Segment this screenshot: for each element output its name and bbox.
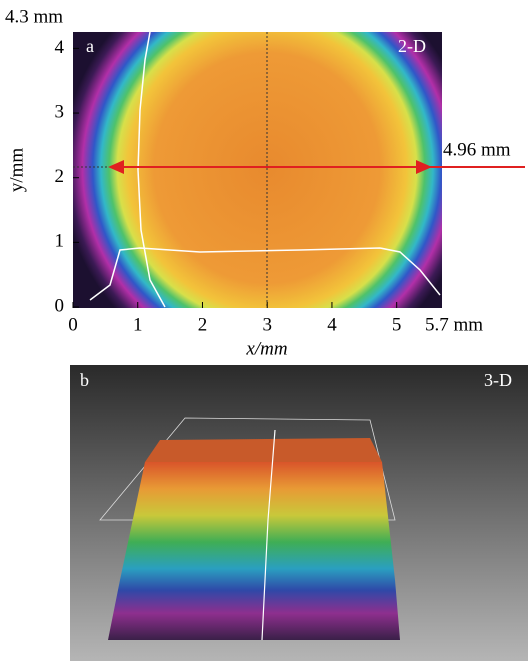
side-face <box>108 462 400 640</box>
y-tick-label: 1 <box>55 231 65 252</box>
y-tick-label: 3 <box>55 101 65 122</box>
x-tick-label: 0 <box>68 314 78 335</box>
y-tick-label: 4 <box>55 37 65 58</box>
panel-label: b <box>80 370 89 390</box>
panel-tag: 2-D <box>398 36 426 56</box>
x-tick-label: 4 <box>327 314 337 335</box>
panel-a: a 2-D 4.96 mm 4.3 mm 5.7 mm x/mm y/mm <box>5 6 525 359</box>
x-tick-label: 2 <box>198 314 208 335</box>
x-tick-label: 3 <box>262 314 272 335</box>
y-end-label: 4.3 mm <box>5 6 63 27</box>
x-tick-label: 1 <box>133 314 143 335</box>
y-axis-label: y/mm <box>6 148 27 193</box>
y-tick-label: 2 <box>55 166 65 187</box>
x-axis-label: x/mm <box>245 338 287 359</box>
panel-b: b 3-D <box>70 365 528 661</box>
panel-tag: 3-D <box>484 370 512 390</box>
diameter-label: 4.96 mm <box>443 139 511 160</box>
x-end-label: 5.7 mm <box>425 314 483 335</box>
beam-image <box>73 32 442 308</box>
panel-label: a <box>86 36 94 56</box>
top-face <box>145 438 382 462</box>
figure: a 2-D 4.96 mm 4.3 mm 5.7 mm x/mm y/mm b … <box>0 0 531 667</box>
y-tick-label: 0 <box>55 295 65 316</box>
x-tick-label: 5 <box>392 314 402 335</box>
